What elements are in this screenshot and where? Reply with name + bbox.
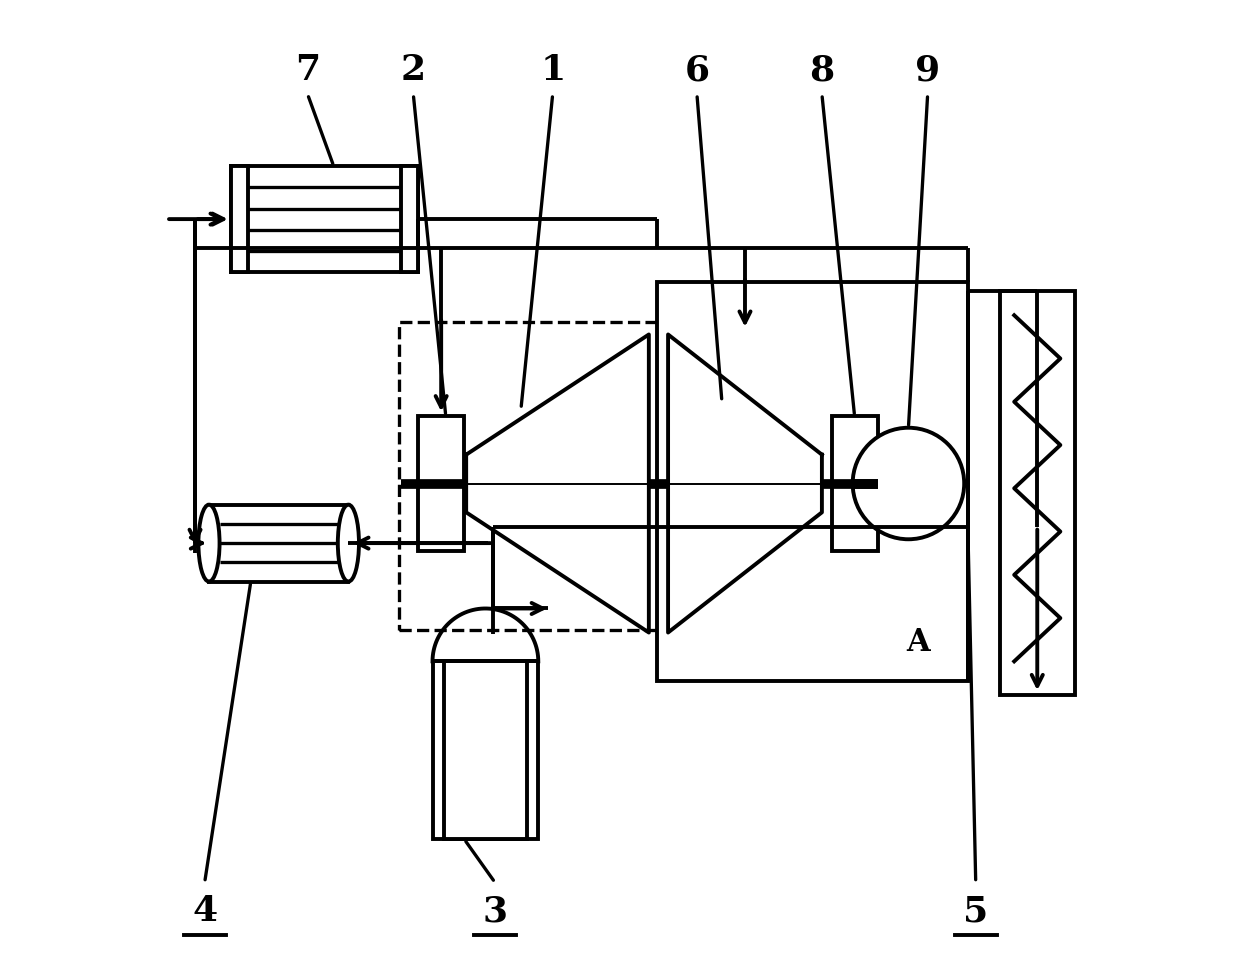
Bar <box>832 416 878 551</box>
Bar <box>418 416 464 551</box>
Text: 2: 2 <box>401 53 425 87</box>
Text: 3: 3 <box>482 894 507 928</box>
Text: 6: 6 <box>684 53 709 87</box>
Bar <box>656 281 968 681</box>
Ellipse shape <box>337 505 358 581</box>
Text: A: A <box>906 627 930 658</box>
Text: 1: 1 <box>541 53 565 87</box>
Circle shape <box>853 427 965 540</box>
Bar <box>210 505 348 581</box>
Bar <box>401 166 418 272</box>
Text: 9: 9 <box>915 53 940 87</box>
Text: 4: 4 <box>192 894 217 928</box>
Bar <box>433 661 538 839</box>
Bar <box>231 166 418 272</box>
Text: 5: 5 <box>963 894 988 928</box>
Ellipse shape <box>198 505 219 581</box>
Bar <box>231 166 248 272</box>
Text: 8: 8 <box>810 53 835 87</box>
Text: 7: 7 <box>295 53 320 87</box>
Bar <box>444 661 527 839</box>
Bar <box>999 291 1075 695</box>
Bar <box>399 322 961 630</box>
